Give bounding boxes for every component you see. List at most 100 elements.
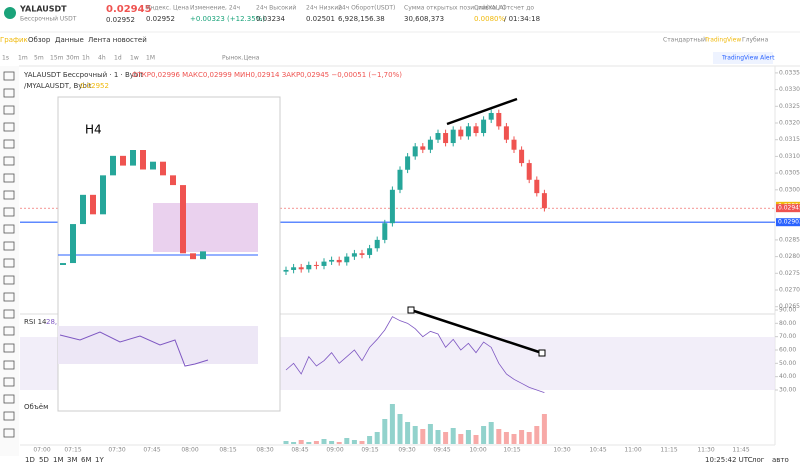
candle-body xyxy=(458,129,464,137)
alert-button[interactable] xyxy=(713,52,773,64)
auto-toggle[interactable]: авто xyxy=(772,456,789,464)
interval[interactable]: 1M xyxy=(146,55,155,62)
tool-icon[interactable] xyxy=(3,258,15,268)
candle-body xyxy=(336,259,342,263)
tab[interactable]: Лента новостей xyxy=(88,36,147,44)
interval[interactable]: 4h xyxy=(98,55,106,62)
range-button[interactable]: 1M xyxy=(53,456,64,464)
last-price: 0.02945 xyxy=(106,4,152,15)
candle-body xyxy=(473,126,479,134)
range-button[interactable]: 3M xyxy=(67,456,78,464)
tool-icon[interactable] xyxy=(3,394,15,404)
tool-icon[interactable] xyxy=(3,173,15,183)
volume-bar xyxy=(321,439,327,444)
range-button[interactable]: 6M xyxy=(81,456,92,464)
legend-index: /MYALAUSDT, Bybit xyxy=(24,82,92,90)
range-button[interactable]: 5D xyxy=(39,456,49,464)
tool-icon[interactable] xyxy=(3,309,15,319)
stat-label: 24ч Низкий xyxy=(306,5,342,12)
time-label: 10:00 xyxy=(469,447,486,454)
time-label: 09:30 xyxy=(398,447,415,454)
tool-icon[interactable] xyxy=(3,139,15,149)
candle-body xyxy=(481,119,487,134)
volume-bar xyxy=(465,430,471,444)
stat-label: Изменение, 24ч xyxy=(190,5,240,12)
volume-bar xyxy=(458,434,464,444)
tool-icon[interactable] xyxy=(3,224,15,234)
inset-rsi-band xyxy=(58,326,258,364)
tool-icon[interactable] xyxy=(3,360,15,370)
stat-value: 0.03234 xyxy=(256,15,285,23)
tab[interactable]: Обзор xyxy=(28,36,51,44)
inset-candle xyxy=(200,251,206,260)
tool-icon[interactable] xyxy=(3,275,15,285)
time-label: 09:00 xyxy=(326,447,343,454)
volume-bar xyxy=(511,434,517,444)
tool-icon[interactable] xyxy=(3,411,15,421)
view-option[interactable]: TradingView xyxy=(704,37,741,44)
rsi-tick-label: 80.00 xyxy=(779,320,796,327)
tool-icon[interactable] xyxy=(3,428,15,438)
view-option[interactable]: Стандартный xyxy=(663,37,706,44)
candle-body xyxy=(351,253,357,257)
interval[interactable]: 5m xyxy=(34,55,44,62)
candle-body xyxy=(435,133,441,140)
rsi-tick-label: 90.00 xyxy=(779,307,796,314)
price-type[interactable]: Рынок.Цена xyxy=(222,55,260,62)
tool-icon[interactable] xyxy=(3,122,15,132)
interval[interactable]: 30m xyxy=(66,55,80,62)
time-label: 11:00 xyxy=(624,447,641,454)
interval[interactable]: 1m xyxy=(18,55,28,62)
tool-icon[interactable] xyxy=(3,292,15,302)
tool-icon[interactable] xyxy=(3,71,15,81)
candle-body xyxy=(427,139,433,150)
candle-body xyxy=(389,189,395,224)
rsi-tick-label: 60.00 xyxy=(779,347,796,354)
interval[interactable]: 1s xyxy=(2,55,9,62)
volume-bar xyxy=(496,429,502,444)
interval[interactable]: 1d xyxy=(114,55,122,62)
handle xyxy=(538,349,546,357)
range-button[interactable]: 1Y xyxy=(95,456,104,464)
mark-price: 0.02952 xyxy=(106,16,135,24)
interval[interactable]: 15m xyxy=(50,55,64,62)
inset-candle xyxy=(170,175,176,186)
tool-icon[interactable] xyxy=(3,105,15,115)
interval[interactable]: 1w xyxy=(130,55,139,62)
tool-icon[interactable] xyxy=(3,207,15,217)
candle-body xyxy=(283,269,289,272)
view-option[interactable]: Глубина xyxy=(742,37,769,44)
tab[interactable]: График xyxy=(0,36,28,44)
trend-line xyxy=(446,97,518,126)
tool-icon[interactable] xyxy=(3,241,15,251)
stat-label: 24ч Оборот(USDT) xyxy=(338,5,395,12)
inset-rsi xyxy=(59,331,209,367)
volume-bar xyxy=(291,442,297,444)
volume-bar xyxy=(389,404,395,444)
tool-icon[interactable] xyxy=(3,377,15,387)
tool-icon[interactable] xyxy=(3,156,15,166)
log-toggle[interactable]: лог xyxy=(752,456,765,464)
interval[interactable]: 1h xyxy=(82,55,90,62)
candle-body xyxy=(306,264,312,270)
time-label: 07:30 xyxy=(108,447,125,454)
symbol[interactable]: YALAUSDT xyxy=(19,5,67,14)
tool-icon[interactable] xyxy=(3,326,15,336)
tool-icon[interactable] xyxy=(3,343,15,353)
tab[interactable]: Данные xyxy=(55,36,84,44)
alert-label[interactable]: TradingView Alert xyxy=(721,55,775,62)
range-button[interactable]: 1D xyxy=(25,456,35,464)
inset-candle xyxy=(120,155,126,166)
tool-icon[interactable] xyxy=(3,88,15,98)
time-label: 11:45 xyxy=(732,447,749,454)
stat-value: 0.02952 xyxy=(146,15,175,23)
tool-icon[interactable] xyxy=(3,190,15,200)
volume-bar xyxy=(367,436,373,444)
